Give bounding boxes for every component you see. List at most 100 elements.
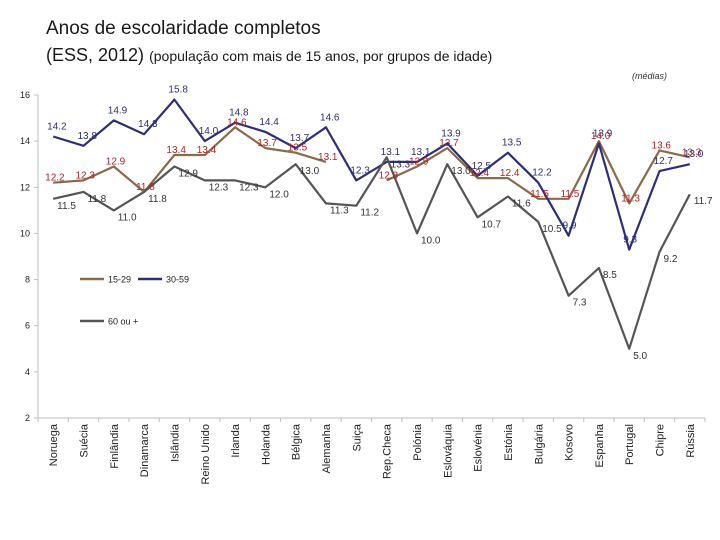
- x-tick-label: Rep.Checa: [382, 423, 394, 479]
- x-tick-label: Bulgária: [533, 423, 545, 464]
- x-tick-label: Irlanda: [230, 423, 242, 458]
- data-label: 11.0: [118, 212, 137, 223]
- data-label: 9.2: [664, 254, 678, 265]
- data-label: 13.7: [257, 138, 277, 149]
- data-label: 11.8: [148, 194, 167, 205]
- data-label: 11.3: [330, 205, 349, 216]
- data-label: 14.9: [108, 105, 128, 116]
- data-label: 14.0: [199, 126, 219, 137]
- x-tick-label: Holanda: [260, 423, 272, 465]
- data-label: 14.4: [259, 117, 279, 128]
- data-label: 11.3: [621, 193, 640, 204]
- y-tick-label: 14: [20, 136, 30, 146]
- y-tick-label: 10: [20, 228, 30, 238]
- data-label: 13.7: [439, 138, 459, 149]
- data-label: 14.0: [591, 131, 611, 142]
- data-label: 12.3: [350, 165, 370, 176]
- data-labels: 12.2 12.312.911.813.4 13.414.613.7 13.513.1…: [45, 85, 713, 362]
- data-label: 12.3: [75, 170, 95, 181]
- x-tick-label: Suécia: [78, 423, 90, 458]
- x-tick-label: Bélgica: [291, 423, 303, 460]
- legend-label: 30-59: [166, 275, 189, 285]
- x-tick-label: Noruega: [48, 423, 60, 466]
- data-label: 11.5: [530, 189, 549, 200]
- legend-label: 15-29: [108, 275, 131, 285]
- x-tick-label: Finlândia: [109, 423, 121, 469]
- data-label: 14.2: [47, 122, 67, 133]
- units-label: (médias): [632, 71, 668, 81]
- data-label: 12.3: [209, 182, 229, 193]
- x-tick-label: Portugal: [624, 424, 636, 465]
- subtitle-note: (população com mais de 15 anos, por grup…: [149, 48, 493, 64]
- x-tick-label: Estónia: [503, 423, 515, 461]
- data-label: 13.3: [391, 159, 411, 170]
- data-label: 13.5: [502, 138, 522, 149]
- x-tick-label: Islândia: [169, 423, 181, 462]
- data-label: 11.5: [57, 201, 76, 212]
- legend: 15-29 30-59 60 ou +: [80, 275, 189, 327]
- data-label: 14.6: [227, 117, 247, 128]
- y-tick-label: 8: [25, 275, 30, 285]
- data-label: 11.7: [694, 196, 713, 207]
- data-label: 7.3: [573, 298, 587, 309]
- data-label: 12.9: [178, 169, 198, 180]
- subtitle-source: (ESS, 2012): [46, 45, 145, 65]
- data-label: 13.7: [290, 133, 310, 144]
- y-tick-label: 16: [20, 90, 30, 100]
- x-tick-label: Rússia: [685, 423, 697, 458]
- data-label: 9.9: [563, 221, 577, 232]
- data-label: 13.0: [684, 149, 704, 160]
- data-label: 12.3: [379, 170, 399, 181]
- data-label: 13.9: [593, 128, 613, 139]
- data-label: 12.3: [239, 182, 259, 193]
- chart-title: Anos de escolaridade completos: [46, 18, 321, 39]
- data-label: 13.4: [166, 145, 186, 156]
- x-tick-label: Eslovénia: [473, 423, 485, 472]
- x-tick-label: Alemanha: [321, 423, 333, 473]
- x-tick-label: Polónia: [412, 423, 424, 461]
- data-label: 14.8: [229, 108, 249, 119]
- data-label: 11.5: [561, 189, 580, 200]
- data-label: 13.0: [300, 166, 320, 177]
- data-label: 14.6: [320, 112, 340, 123]
- data-label: 11.6: [512, 199, 531, 210]
- data-label: 12.5: [472, 161, 492, 172]
- data-label: 12.0: [269, 189, 289, 200]
- data-label: 15.8: [168, 85, 188, 96]
- data-label: 13.6: [652, 140, 672, 151]
- legend-label: 60 ou +: [108, 317, 138, 327]
- data-label: 12.4: [500, 168, 520, 179]
- data-label: 14.3: [138, 119, 158, 130]
- x-tick-label: Suiça: [351, 423, 363, 451]
- y-tick-label: 2: [25, 413, 30, 423]
- series-line-30-59: [52, 98, 691, 251]
- data-label: 12.9: [409, 157, 429, 168]
- data-label: 13.1: [411, 147, 431, 158]
- data-label: 12.2: [45, 173, 65, 184]
- y-tick-label: 4: [25, 367, 30, 377]
- data-label: 13.1: [381, 147, 401, 158]
- x-tick-label: Reino Unido: [200, 424, 212, 485]
- data-label: 13.8: [77, 131, 97, 142]
- x-tick-label: Espanha: [594, 423, 606, 467]
- data-label: 11.8: [87, 194, 106, 205]
- data-label: 10.5: [542, 224, 562, 235]
- data-label: 13.5: [288, 143, 308, 154]
- data-label: 13.3: [682, 147, 702, 158]
- data-label: 12.2: [532, 168, 552, 179]
- data-label: 8.5: [603, 270, 617, 281]
- x-tick-label: Chipre: [655, 424, 667, 456]
- data-label: 9.3: [623, 235, 637, 246]
- series-line-60-ou-: [52, 156, 691, 350]
- x-tick-label: Dinamarca: [139, 423, 151, 477]
- x-tick-label: Kosovo: [564, 424, 576, 461]
- data-label: 13.9: [441, 128, 461, 139]
- data-label: 10.0: [421, 235, 441, 246]
- data-label: 12.7: [654, 156, 674, 167]
- data-label: 11.8: [136, 182, 155, 193]
- y-tick-label: 6: [25, 321, 30, 331]
- data-label: 12.4: [470, 168, 490, 179]
- data-label: 5.0: [633, 351, 647, 362]
- data-label: 13.4: [197, 145, 217, 156]
